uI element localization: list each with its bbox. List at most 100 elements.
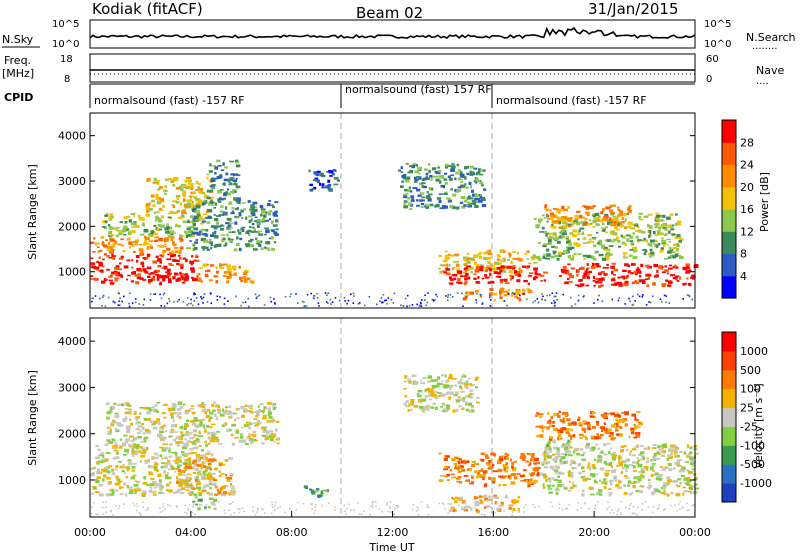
velocity-cell — [107, 441, 111, 445]
velocity-cell — [508, 504, 514, 507]
velocity-cell — [173, 491, 177, 494]
power-cell — [570, 246, 575, 250]
velocity-cell — [133, 412, 137, 415]
velocity-speckle-cell — [583, 502, 586, 505]
power-cell — [202, 263, 207, 267]
velocity-cell — [153, 466, 158, 470]
velocity-cell — [187, 457, 192, 461]
velocity-cell — [551, 484, 555, 487]
velocity-cell — [105, 402, 110, 406]
velocity-cell — [467, 394, 470, 398]
velocity-cell — [198, 445, 202, 447]
power-cell — [185, 231, 189, 234]
velocity-speckle-cell — [620, 513, 623, 515]
velocity-cell — [214, 413, 217, 417]
freq-strip: Freq. [MHz] 18 8 60 0 Nave .... — [2, 53, 784, 87]
velocity-cell — [92, 485, 97, 488]
velocity-cell — [656, 451, 660, 454]
velocity-cell — [464, 460, 470, 463]
velocity-cell — [531, 472, 536, 475]
velocity-speckle-cell — [463, 500, 466, 503]
velocity-cell — [221, 424, 225, 428]
power-cell — [626, 274, 629, 278]
velocity-ytick-label: 4000 — [58, 335, 86, 348]
velocity-speckle-cell — [95, 513, 98, 516]
velocity-cell — [488, 476, 492, 480]
velocity-cell — [463, 509, 469, 512]
velocity-cell — [463, 505, 468, 509]
power-cell — [220, 198, 225, 201]
velocity-cell — [163, 465, 168, 469]
power-cell — [613, 223, 617, 227]
power-cell — [663, 269, 669, 272]
power-speckle-cell — [191, 304, 194, 307]
power-cell — [236, 216, 239, 219]
power-cell — [515, 273, 519, 276]
power-cell — [635, 235, 639, 239]
velocity-cell — [107, 470, 111, 474]
velocity-cell — [255, 424, 259, 427]
power-cell — [664, 228, 668, 231]
power-speckle-cell — [691, 298, 694, 301]
nsearch-tick-top: 10^5 — [704, 19, 731, 30]
velocity-cell — [571, 474, 574, 479]
velocity-cell — [686, 469, 690, 472]
power-cell — [164, 237, 170, 240]
power-cell — [595, 223, 600, 226]
velocity-cell — [511, 461, 514, 465]
velocity-cell — [641, 475, 645, 477]
power-cell — [200, 222, 204, 225]
velocity-cell — [620, 445, 625, 448]
power-cell — [576, 221, 581, 226]
velocity-cell — [177, 477, 182, 481]
power-cell — [317, 179, 320, 184]
velocity-cell — [451, 476, 457, 479]
velocity-cell — [502, 476, 506, 479]
power-cell — [191, 233, 195, 237]
velocity-cell — [210, 439, 215, 443]
power-echo-region — [533, 212, 684, 261]
power-speckle-cell — [347, 299, 350, 302]
velocity-cell — [685, 461, 690, 463]
velocity-cell — [184, 412, 189, 415]
velocity-cell — [446, 473, 451, 477]
velocity-speckle-cell — [617, 508, 620, 511]
velocity-cell — [591, 474, 596, 478]
power-cell — [126, 228, 129, 231]
velocity-speckle-cell — [415, 510, 418, 512]
velocity-cell — [519, 474, 525, 478]
power-speckle-cell — [343, 296, 346, 299]
power-cell — [240, 279, 243, 283]
velocity-cell — [107, 433, 112, 436]
velocity-speckle-cell — [230, 502, 232, 505]
power-cell — [242, 276, 247, 279]
power-cell — [629, 240, 634, 243]
power-cell — [647, 213, 653, 216]
power-cell — [627, 208, 630, 211]
velocity-cell — [587, 462, 591, 466]
power-cell — [633, 270, 637, 274]
power-speckle-cell — [149, 293, 152, 295]
velocity-cell — [615, 484, 620, 488]
power-cell — [499, 280, 503, 284]
velocity-cell — [533, 469, 539, 472]
velocity-cell — [567, 489, 572, 492]
velocity-cell — [443, 465, 448, 468]
velocity-cell — [603, 485, 607, 489]
velocity-speckle-cell — [260, 507, 263, 510]
velocity-cell — [164, 476, 168, 480]
velocity-cell — [253, 422, 258, 425]
power-cell — [423, 168, 428, 171]
power-cell — [558, 212, 561, 214]
power-ground-scatter-layer — [91, 292, 694, 308]
velocity-speckle-cell — [288, 507, 291, 510]
power-cell — [191, 202, 194, 206]
velocity-speckle-cell — [184, 511, 186, 514]
velocity-speckle-cell — [566, 507, 569, 510]
power-speckle-cell — [202, 296, 205, 299]
power-cell — [316, 174, 322, 176]
power-speckle-cell — [357, 303, 360, 305]
velocity-cell — [229, 474, 233, 477]
power-cell — [248, 240, 253, 243]
